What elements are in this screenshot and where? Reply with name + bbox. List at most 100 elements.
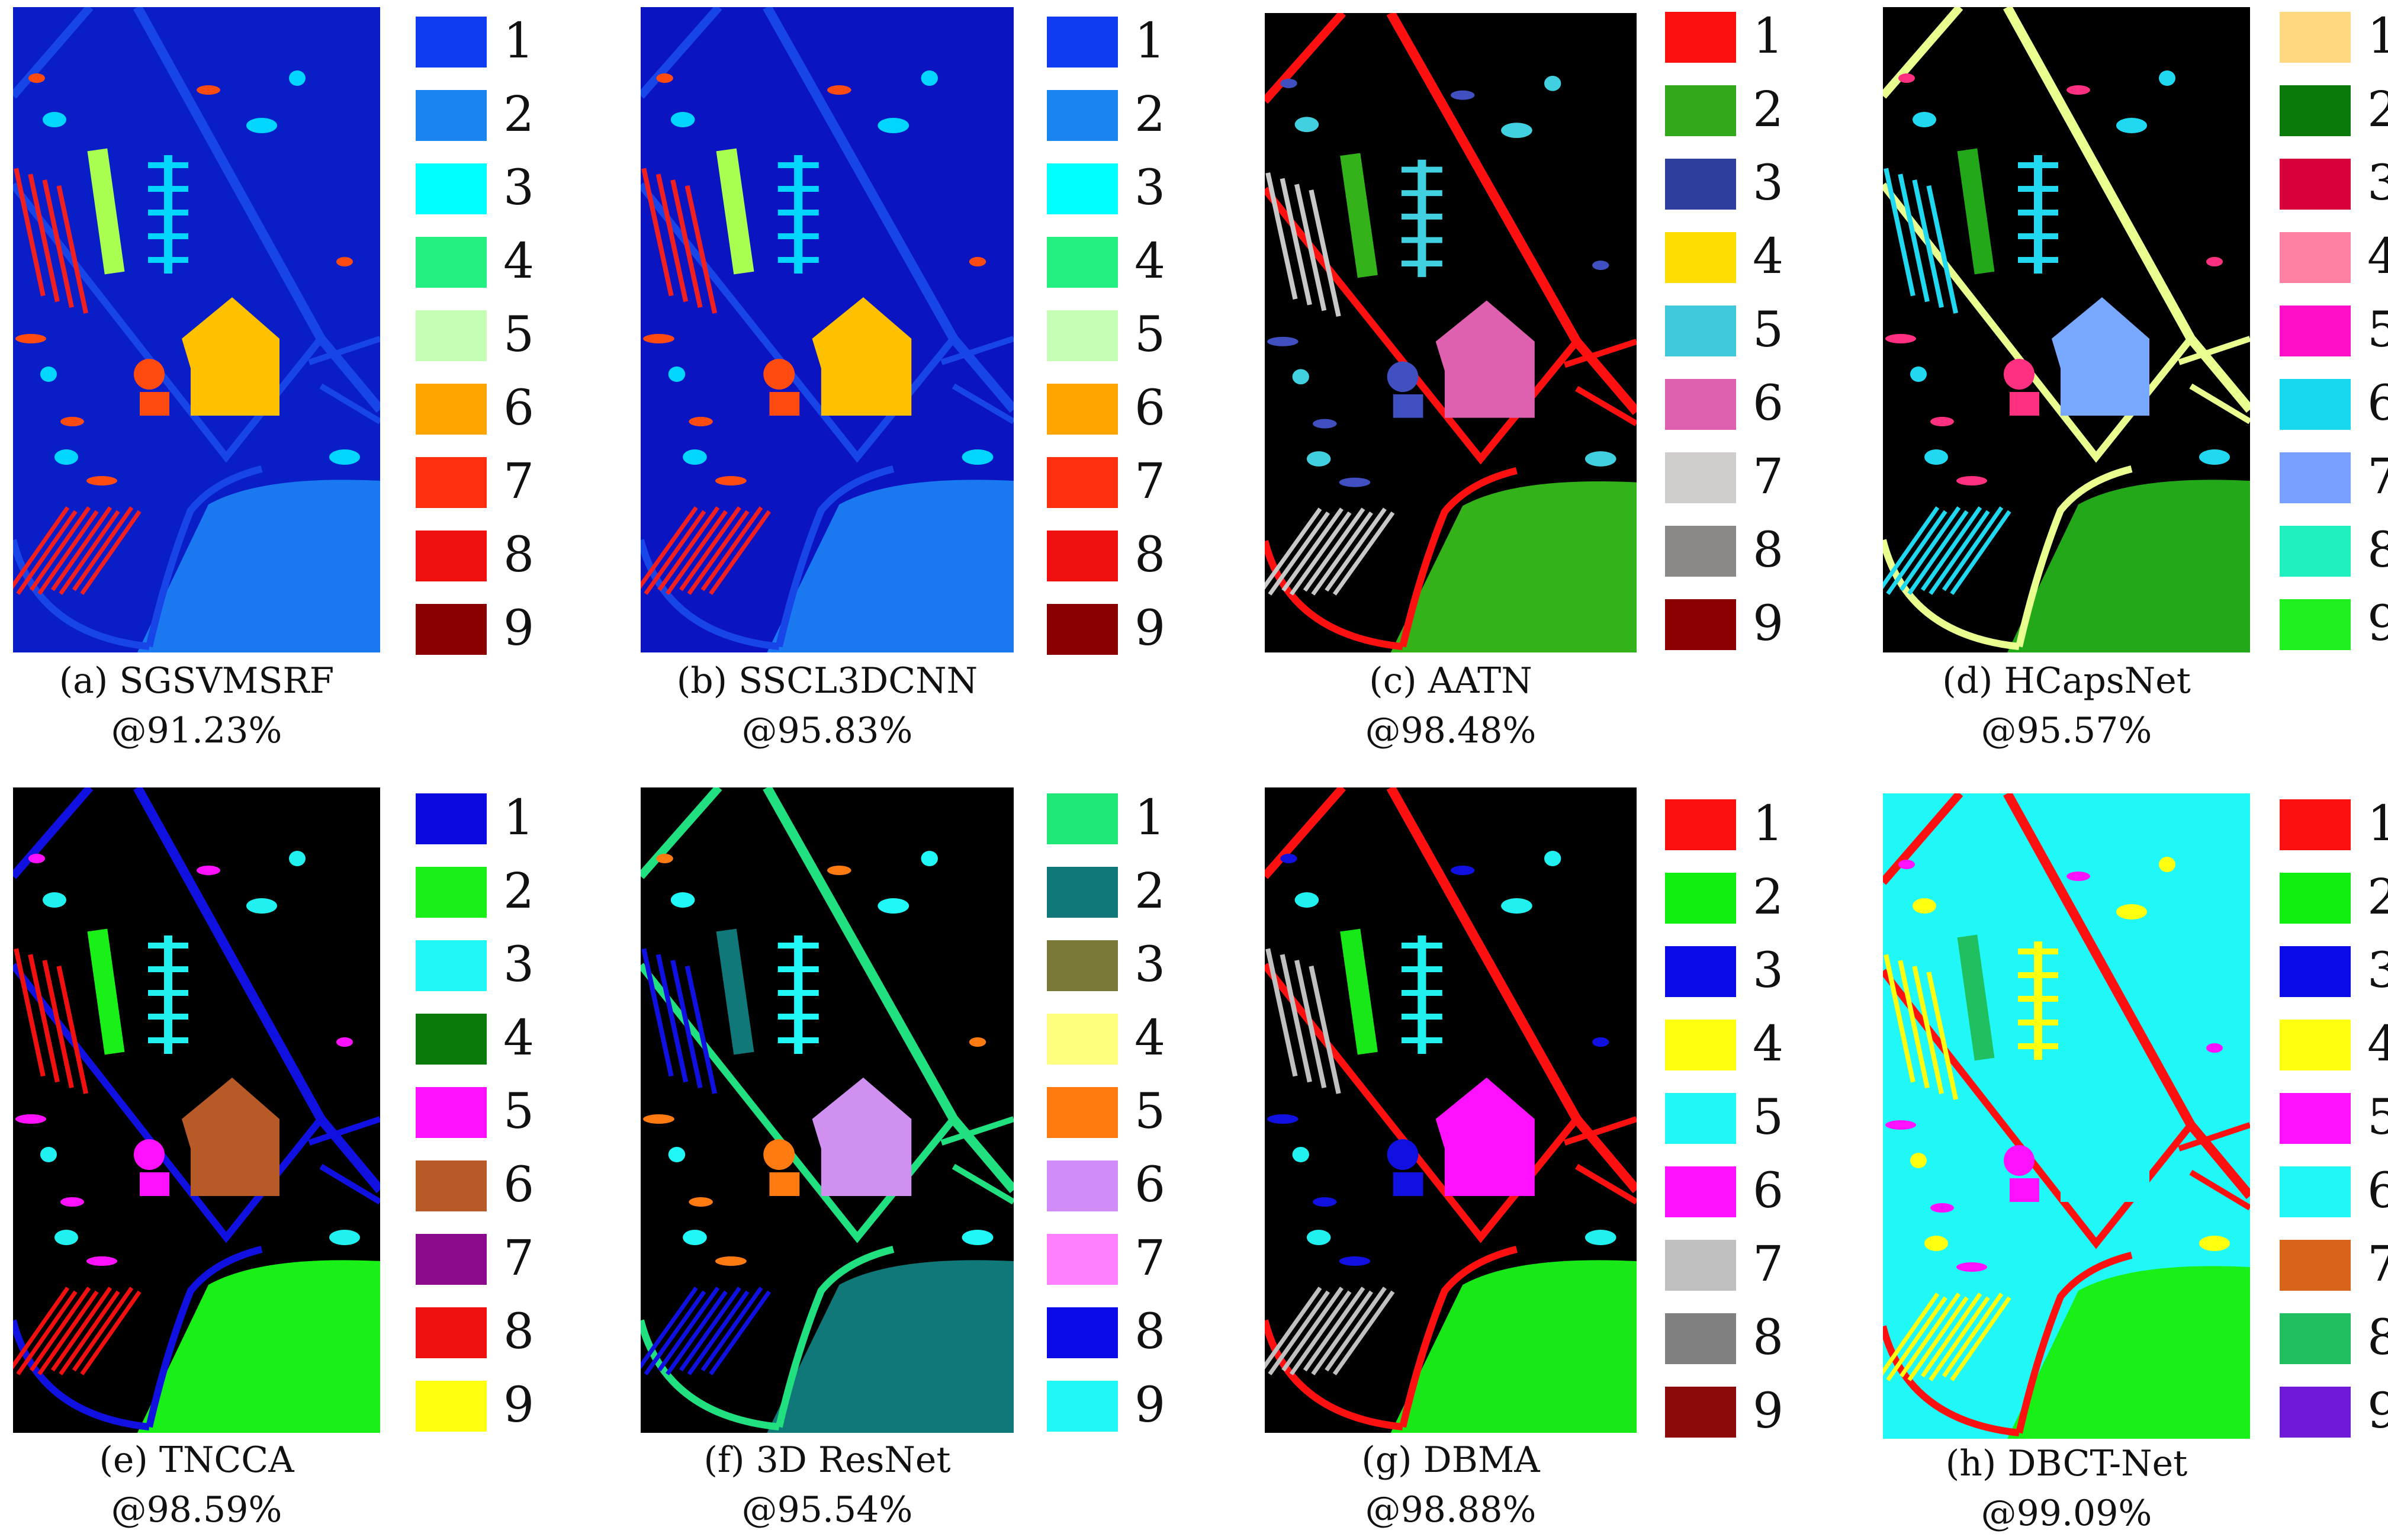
accuracy-value: @91.23%: [111, 710, 282, 751]
panel-caption: (b) SSCL3DCNN @95.83%: [641, 656, 1014, 755]
asphalt-stripe: [1309, 189, 1341, 317]
scatter-patch: [668, 366, 686, 382]
parking-stripe: [1265, 1287, 1322, 1372]
legend-label: 8: [503, 1304, 535, 1360]
road-segment: [1265, 963, 1580, 1243]
asphalt-stripe: [14, 168, 46, 297]
parking-stripe: [1929, 510, 1990, 595]
scatter-patch: [1292, 369, 1309, 385]
scatter-patch: [827, 866, 851, 875]
legend-item: 9: [1665, 1383, 1807, 1439]
parking-stripe: [1325, 507, 1387, 592]
legend-swatch: [416, 17, 487, 67]
round-structure: [134, 1139, 165, 1170]
legend-swatch: [1665, 873, 1736, 924]
legend-item: 4: [1665, 229, 1807, 285]
asphalt-stripe: [641, 948, 674, 1077]
legend-item: 5: [1665, 302, 1807, 358]
tree-branch: [2018, 949, 2058, 954]
grass-strip: [1957, 148, 1995, 275]
asphalt-stripe: [56, 185, 89, 314]
legend-item: 8: [2280, 522, 2388, 578]
scatter-patch: [1339, 477, 1371, 487]
parking-stripe: [37, 1290, 99, 1375]
asphalt-stripe: [1294, 960, 1327, 1088]
legend-item: 9: [1665, 596, 1807, 652]
legend-label: 5: [2367, 302, 2388, 358]
legend-item: 5: [2280, 302, 2388, 358]
round-structure: [1387, 1139, 1419, 1170]
road-segment: [308, 1116, 380, 1205]
legend-item: 8: [416, 1304, 558, 1360]
legend-label: 6: [503, 1157, 535, 1213]
scatter-patch: [1885, 334, 1916, 343]
scatter-patch: [643, 334, 674, 343]
legend-item: 3: [1047, 160, 1189, 216]
legend-label: 5: [2367, 1089, 2388, 1146]
road-segment: [1563, 339, 1637, 426]
legend-label: 1: [2367, 8, 2388, 65]
parking-stripe: [679, 1287, 741, 1372]
scatter-patch: [1910, 1153, 1927, 1168]
scatter-patch: [1956, 476, 1987, 486]
legend-swatch: [1665, 232, 1736, 283]
legend-item: 3: [416, 160, 558, 216]
parking-stripe: [59, 1290, 120, 1375]
legend-swatch: [416, 531, 487, 581]
parking-stripe: [16, 510, 78, 595]
legend-swatch: [416, 1234, 487, 1285]
parking-stripe: [1883, 1293, 1940, 1378]
legend-swatch: [1665, 1240, 1736, 1291]
scatter-patch: [40, 366, 57, 382]
legend-label: 9: [1753, 1383, 1784, 1439]
parking-stripe: [50, 506, 113, 591]
legend-swatch: [416, 384, 487, 435]
scatter-patch: [689, 417, 713, 426]
legend-swatch: [1665, 1387, 1736, 1438]
scatter-patch: [329, 449, 360, 465]
asphalt-stripe: [1280, 178, 1312, 306]
road-segment: [2178, 1122, 2250, 1211]
classification-map: [13, 787, 380, 1433]
legend-item: 6: [1665, 1163, 1807, 1219]
legend-item: 1: [416, 13, 558, 69]
road-segment: [1883, 793, 1963, 885]
legend-swatch: [416, 310, 487, 361]
parking-stripe: [657, 506, 720, 591]
scatter-patch: [878, 118, 909, 133]
asphalt-stripe: [1280, 954, 1312, 1083]
scatter-patch: [2159, 70, 2175, 86]
parking-stripe: [1289, 511, 1352, 596]
legend-label: 6: [1753, 1163, 1784, 1219]
legend-label: 1: [1134, 790, 1166, 846]
legend-swatch: [1047, 604, 1118, 655]
legend-label: 6: [1134, 380, 1166, 436]
scatter-patch: [689, 1197, 713, 1207]
asphalt-stripe: [1898, 960, 1930, 1089]
parking-stripe: [1920, 506, 1982, 591]
parking-stripe: [13, 506, 70, 591]
road-segment: [1563, 1116, 1637, 1205]
scatter-patch: [1294, 892, 1319, 908]
parking-stripe: [1303, 1287, 1365, 1372]
legend-item: 8: [1047, 1304, 1189, 1360]
road-segment: [13, 7, 94, 99]
legend-swatch: [1665, 306, 1736, 356]
legend-label: 6: [1134, 1157, 1166, 1213]
legend-item: 1: [416, 790, 558, 846]
legend-swatch: [1047, 793, 1118, 844]
road-segment: [940, 1116, 1014, 1205]
legend-label: 4: [503, 233, 535, 290]
parking-stripe: [1950, 1296, 2011, 1381]
panel-caption: (a) SGSVMSRF @91.23%: [13, 656, 380, 755]
scatter-patch: [2116, 118, 2147, 133]
legend-swatch: [416, 1307, 487, 1358]
legend-item: 5: [416, 307, 558, 363]
legend-label: 2: [503, 863, 535, 920]
scatter-patch: [1313, 419, 1337, 429]
legend-swatch: [1047, 237, 1118, 288]
legend-label: 9: [1134, 1377, 1166, 1433]
round-structure: [2004, 359, 2035, 390]
legend-item: 6: [2280, 375, 2388, 432]
road-segment: [641, 465, 895, 650]
